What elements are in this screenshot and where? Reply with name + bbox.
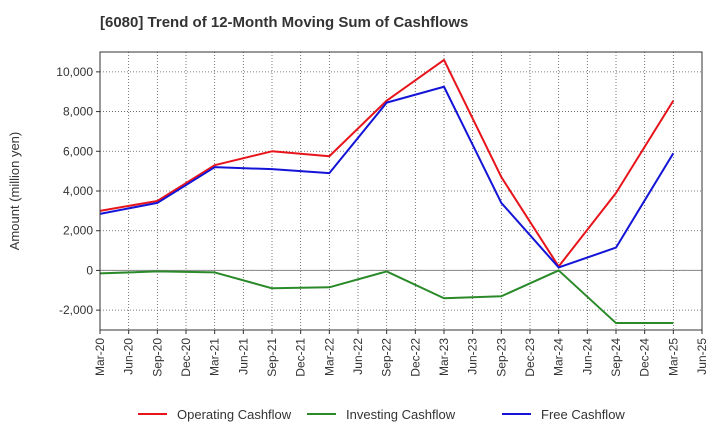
- x-tick-label: Mar-22: [322, 338, 336, 376]
- y-tick-label: 6,000: [63, 144, 93, 158]
- y-tick-label: -2,000: [59, 303, 93, 317]
- x-tick-label: Sep-24: [609, 338, 623, 377]
- chart-title: [6080] Trend of 12-Month Moving Sum of C…: [100, 14, 469, 31]
- grid-layer: [100, 52, 702, 330]
- x-tick-label: Jun-24: [580, 338, 594, 375]
- x-tick-label: Mar-23: [437, 338, 451, 376]
- series-line: [99, 269, 674, 325]
- y-axis-label: Amount (million yen): [7, 132, 22, 251]
- series-line: [99, 85, 675, 269]
- x-tick-label: Sep-21: [265, 338, 279, 377]
- x-tick-label: Mar-20: [93, 338, 107, 376]
- x-tick-label: Jun-21: [236, 338, 250, 375]
- x-tick-label: Dec-24: [638, 338, 652, 377]
- x-tick-label: Sep-23: [494, 338, 508, 377]
- series-line: [99, 58, 675, 268]
- y-tick-label: 0: [86, 263, 93, 277]
- x-tick-label: Sep-22: [380, 338, 394, 377]
- x-tick-label: Jun-22: [351, 338, 365, 375]
- series-layer: [99, 58, 675, 325]
- x-tick-label: Jun-23: [466, 338, 480, 375]
- legend-layer: Operating Cashflow Investing Cashflow Free…: [138, 407, 625, 422]
- x-tick-label: Dec-22: [408, 338, 422, 377]
- legend-label: Operating Cashflow: [177, 407, 292, 422]
- legend-label: Free Cashflow: [541, 407, 625, 422]
- y-tick-label: 8,000: [63, 105, 93, 119]
- x-tick-label: Jun-20: [122, 338, 136, 375]
- x-tick-label: Mar-21: [208, 338, 222, 376]
- x-tick-label: Dec-20: [179, 338, 193, 377]
- y-tick-label: 10,000: [56, 65, 93, 79]
- y-tick-label: 4,000: [63, 184, 93, 198]
- x-tick-label: Jun-25: [695, 338, 709, 375]
- x-tick-label: Sep-20: [150, 338, 164, 377]
- y-tick-label: 2,000: [63, 224, 93, 238]
- legend-label: Investing Cashflow: [346, 407, 456, 422]
- x-tick-label: Mar-24: [552, 338, 566, 376]
- axis-layer: -2,000 0 2,000 4,000 6,000 8,000 10,000 Mar-20 J…: [7, 51, 709, 377]
- x-tick-label: Dec-23: [523, 338, 537, 377]
- x-tick-label: Mar-25: [666, 338, 680, 376]
- x-tick-label: Dec-21: [294, 338, 308, 377]
